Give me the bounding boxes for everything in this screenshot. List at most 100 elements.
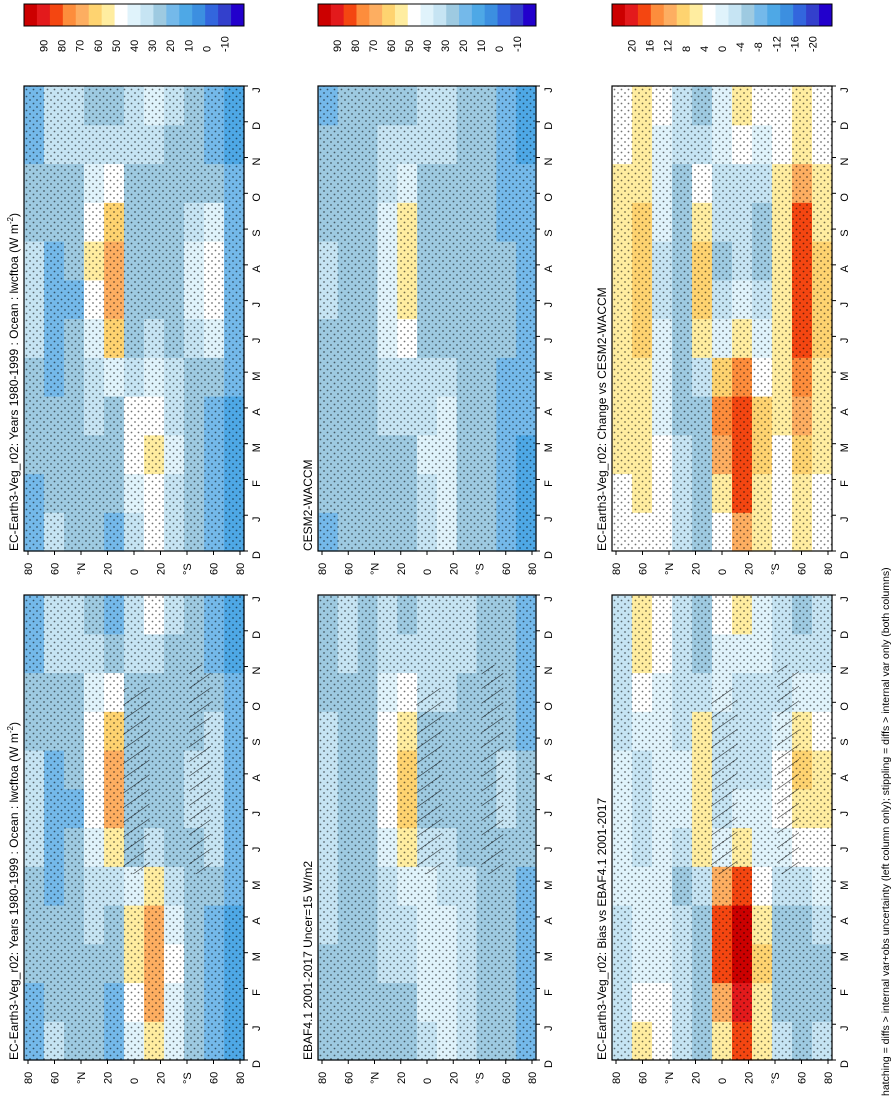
lat-tick-label: 0 <box>717 1078 729 1084</box>
month-tick-label: D <box>839 551 851 559</box>
colorbar-frame <box>611 3 833 27</box>
month-tick-label: S <box>543 738 555 745</box>
lat-tick-label: °N <box>76 1072 88 1084</box>
colorbar-label: 4 <box>699 46 711 52</box>
lat-tick-label: 20 <box>744 1072 756 1084</box>
panel-title: EC-Earth3-Veg_r02: Years 1980-1999 : Oce… <box>6 722 21 1060</box>
month-tick-label: O <box>251 193 263 202</box>
colorbar-swatch <box>179 4 193 26</box>
hatching-overlay <box>189 664 211 874</box>
lat-tick-label: °N <box>370 1072 382 1084</box>
colorbar-swatch <box>510 4 524 26</box>
month-tick-label: F <box>543 989 555 996</box>
colorbar-label: 16 <box>645 40 657 52</box>
colorbar-swatch <box>806 4 820 26</box>
colorbar-label: -10 <box>220 36 232 52</box>
month-tick-label: N <box>839 667 851 675</box>
month-tick-label: S <box>839 229 851 236</box>
colorbar-swatch <box>356 4 370 26</box>
colorbar-swatch <box>62 4 77 26</box>
colorbar-swatch <box>205 4 219 26</box>
month-tick-label: N <box>251 158 263 166</box>
month-tick-label: D <box>251 551 263 559</box>
colorbar-frame <box>317 3 537 27</box>
panel-title-suffix: ) <box>7 213 21 217</box>
colorbar-label: 40 <box>129 40 141 52</box>
panel-title-main: EC-Earth3-Veg_r02: Bias vs EBAF4.1 2001-… <box>595 798 609 1060</box>
colorbar-label: 60 <box>93 40 105 52</box>
panel-title-main: CESM2-WACCM <box>301 459 315 551</box>
month-tick-label: J <box>251 847 263 853</box>
colorbar-swatch <box>49 4 64 26</box>
colorbar-label: 20 <box>626 40 638 52</box>
lat-tick-label: 0 <box>717 569 729 575</box>
lat-tick-label: 20 <box>396 563 408 575</box>
colorbar-swatch <box>343 4 357 26</box>
colorbar-label: 70 <box>368 40 380 52</box>
lat-tick-label: 80 <box>235 563 247 575</box>
colorbar-swatch <box>140 4 154 26</box>
colorbar-swatch <box>793 4 807 26</box>
month-tick-label: J <box>251 338 263 344</box>
lat-tick-label: °S <box>770 1072 782 1084</box>
month-tick-label: J <box>839 1025 851 1031</box>
colorbar-label: 80 <box>57 40 69 52</box>
month-tick-label: D <box>543 631 555 639</box>
lat-tick-label: 80 <box>23 1072 35 1084</box>
colorbar-label: -10 <box>512 36 524 52</box>
month-tick-label: A <box>251 265 263 273</box>
month-tick-label: A <box>839 408 851 416</box>
lat-tick-label: 80 <box>527 1072 539 1084</box>
month-tick-label: J <box>839 302 851 308</box>
month-tick-label: M <box>543 372 555 381</box>
month-tick-label: J <box>839 811 851 817</box>
colorbar-swatch <box>676 4 691 26</box>
lat-tick-label: 20 <box>744 563 756 575</box>
panel-p1: 80 60 °N 20 0 20 °S 60 80 D J F M A M J J A S O N D J EC-Earth3… <box>6 594 263 1084</box>
month-tick-label: D <box>839 1060 851 1068</box>
colorbar-swatch <box>75 4 90 26</box>
lat-tick-label: 20 <box>103 1072 115 1084</box>
colorbar-swatch <box>382 4 396 26</box>
month-tick-label: M <box>251 881 263 890</box>
month-tick-label: A <box>839 917 851 925</box>
lat-tick-label: 20 <box>156 563 168 575</box>
colorbar-swatch <box>523 4 537 26</box>
lat-tick-label: 20 <box>691 1072 703 1084</box>
month-tick-label: N <box>543 158 555 166</box>
month-tick-label: D <box>839 631 851 639</box>
hatching-overlay <box>123 688 150 874</box>
panel-title: EC-Earth3-Veg_r02: Bias vs EBAF4.1 2001-… <box>595 798 609 1060</box>
lat-tick-label: 80 <box>823 1072 835 1084</box>
month-tick-label: M <box>839 372 851 381</box>
lat-tick-label: 0 <box>422 569 434 575</box>
month-tick-label: M <box>543 443 555 452</box>
panel-p5: 80 60 °N 20 0 20 °S 60 80 D J F M A M J J A S O N D J EC-Earth3… <box>595 594 851 1084</box>
colorbar-swatch <box>231 4 245 26</box>
colorbar-label: -20 <box>808 36 820 52</box>
colorbar-label: 0 <box>201 46 213 52</box>
month-tick-label: M <box>839 952 851 961</box>
month-tick-label: J <box>543 302 555 308</box>
month-tick-label: M <box>251 372 263 381</box>
month-tick-label: D <box>251 122 263 130</box>
month-tick-label: J <box>543 596 555 602</box>
month-tick-label: N <box>839 158 851 166</box>
colorbar-swatch <box>471 4 486 26</box>
colorbar-swatch <box>484 4 498 26</box>
colorbar-swatch <box>650 4 665 26</box>
month-tick-label: M <box>839 443 851 452</box>
colorbar-frame <box>23 3 245 27</box>
colorbar-swatch <box>459 4 473 26</box>
lat-tick-label: 80 <box>611 1072 623 1084</box>
colorbar-swatch <box>192 4 206 26</box>
colorbar-swatch <box>767 4 781 26</box>
month-tick-label: O <box>251 702 263 711</box>
colorbar-swatch <box>497 4 511 26</box>
lat-tick-label: °S <box>182 563 194 575</box>
lat-tick-label: 60 <box>343 563 355 575</box>
month-tick-label: A <box>543 265 555 273</box>
panel-title: EC-Earth3-Veg_r02: Years 1980-1999 : Oce… <box>6 213 21 551</box>
colorbar-swatch <box>754 4 768 26</box>
